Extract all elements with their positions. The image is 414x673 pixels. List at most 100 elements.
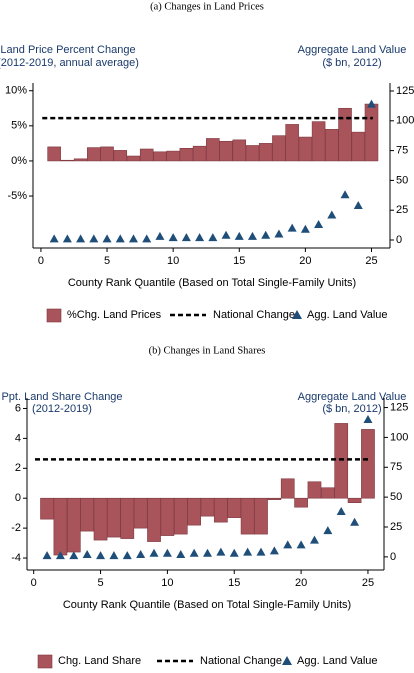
marker	[128, 234, 138, 243]
marker	[283, 540, 293, 549]
bar	[334, 423, 349, 499]
bar	[240, 497, 255, 535]
bar	[311, 121, 326, 162]
marker	[366, 99, 376, 108]
bar	[325, 129, 339, 162]
y-axis-title: (2012-2019, annual average)	[0, 57, 139, 69]
bar	[73, 158, 88, 162]
legend-swatch	[282, 656, 292, 665]
marker	[176, 549, 186, 558]
marker	[181, 233, 191, 242]
y-tick-label: 0	[15, 492, 21, 504]
y-tick-label: 10%	[5, 85, 27, 97]
marker	[261, 230, 271, 239]
y2-tick-label: 100	[396, 115, 414, 127]
marker	[363, 415, 373, 423]
y2-tick-label: 50	[396, 174, 408, 186]
x-tick-label: 5	[104, 255, 110, 267]
bar	[93, 497, 108, 541]
marker	[162, 548, 172, 557]
bar	[206, 138, 220, 162]
legend-swatch	[46, 308, 62, 323]
bar	[160, 497, 175, 536]
marker	[89, 234, 99, 243]
bar	[307, 481, 322, 499]
marker	[189, 548, 199, 557]
legend-swatch	[292, 310, 302, 319]
y-axis-title: (2012-2019)	[32, 403, 92, 415]
marker	[296, 540, 306, 549]
bar	[351, 131, 366, 162]
bar	[80, 497, 95, 532]
y-tick-label: 0%	[11, 155, 27, 167]
marker	[195, 233, 205, 242]
x-tick-label: 20	[295, 577, 307, 589]
marker	[323, 526, 333, 535]
marker	[69, 551, 79, 560]
bar	[254, 497, 268, 535]
bar	[364, 103, 379, 162]
bar	[294, 497, 308, 508]
marker	[287, 223, 297, 232]
bar	[60, 159, 75, 162]
legend-swatch	[37, 654, 53, 669]
bar	[187, 497, 201, 526]
marker	[42, 551, 52, 560]
bar	[361, 429, 375, 499]
x-tick-label: 15	[228, 577, 240, 589]
bar	[227, 497, 242, 518]
marker	[327, 210, 337, 219]
marker	[49, 234, 59, 243]
y-tick-label: 2	[15, 462, 21, 474]
marker	[229, 548, 239, 557]
bar	[272, 135, 286, 162]
bar	[298, 136, 313, 162]
marker	[234, 231, 244, 240]
bar	[347, 497, 362, 503]
marker	[274, 229, 284, 238]
bar	[139, 148, 154, 162]
bar	[320, 487, 335, 499]
y-tick-label: -5%	[7, 190, 27, 202]
bar	[200, 497, 215, 517]
marker	[149, 548, 159, 557]
y2-axis-title: Aggregate Land Value	[298, 391, 407, 403]
marker	[247, 231, 257, 240]
marker	[256, 547, 266, 556]
marker	[336, 506, 346, 515]
bar	[153, 151, 167, 162]
y2-tick-label: 100	[390, 431, 408, 443]
x-tick-label: 10	[167, 255, 179, 267]
marker	[353, 200, 363, 209]
marker	[269, 546, 279, 555]
bar	[179, 147, 194, 162]
bar	[133, 497, 148, 529]
y2-axis-title: ($ bn, 2012)	[322, 57, 381, 69]
bar	[126, 155, 141, 162]
bar	[100, 146, 114, 162]
marker	[314, 220, 324, 229]
caption: (a) Changes in Land Prices	[150, 1, 264, 12]
x-tick-label: 20	[299, 255, 311, 267]
bar	[53, 497, 68, 556]
x-tick-label: 10	[161, 577, 173, 589]
x-tick-label: 0	[31, 577, 37, 589]
marker	[122, 551, 132, 560]
bar	[147, 497, 161, 542]
marker	[136, 549, 146, 558]
y2-tick-label: 125	[396, 85, 414, 97]
y2-tick-label: 0	[390, 551, 396, 563]
y2-tick-label: 0	[396, 234, 402, 246]
marker	[109, 551, 119, 560]
marker	[203, 548, 213, 557]
bar	[232, 139, 247, 162]
x-tick-label: 0	[38, 255, 44, 267]
marker	[300, 224, 310, 233]
x-axis-title: County Rank Quantile (Based on Total Sin…	[63, 599, 351, 611]
y2-tick-label: 25	[390, 521, 402, 533]
bar	[87, 147, 101, 162]
marker	[76, 234, 86, 243]
bar	[166, 150, 180, 162]
marker	[208, 233, 218, 242]
